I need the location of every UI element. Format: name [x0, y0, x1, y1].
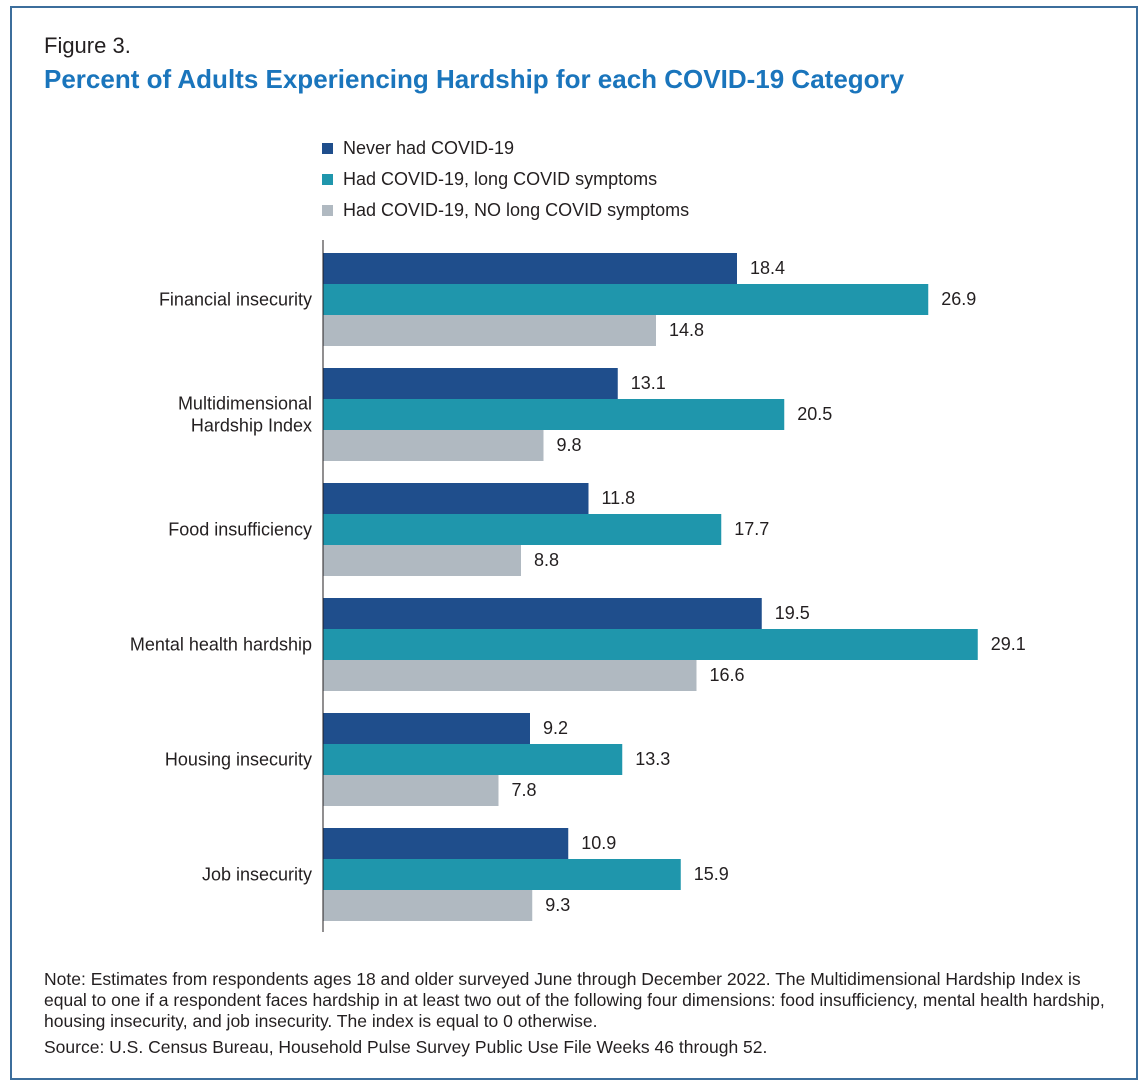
bar: [323, 253, 737, 284]
data-label: 16.6: [710, 665, 745, 685]
bar-chart: Financial insecurity 18.4 26.9 14.8 Multidim…: [130, 240, 1026, 932]
bar: [323, 514, 722, 545]
bar: [323, 598, 762, 629]
legend-swatch-no-long: [322, 205, 333, 216]
data-label: 20.5: [797, 404, 832, 424]
data-label: 29.1: [991, 634, 1026, 654]
legend-swatch-never: [322, 143, 333, 154]
data-label: 26.9: [941, 289, 976, 309]
bar: [323, 713, 530, 744]
bar: [323, 399, 785, 430]
legend-label-no-long: Had COVID-19, NO long COVID symptoms: [343, 200, 690, 220]
category-label: Food insufficiency: [168, 520, 312, 540]
bar: [323, 368, 618, 399]
category-label-line: Food insufficiency: [168, 520, 312, 540]
bar: [323, 315, 656, 346]
category-label-line: Hardship Index: [191, 416, 312, 436]
bar: [323, 483, 589, 514]
data-label: 9.2: [543, 718, 568, 738]
bar: [323, 545, 521, 576]
bar: [323, 775, 499, 806]
bar: [323, 828, 569, 859]
category-label-line: Mental health hardship: [130, 635, 312, 655]
bar: [323, 284, 929, 315]
category-label-line: Job insecurity: [202, 865, 312, 885]
category-label: Financial insecurity: [159, 290, 312, 310]
chart-notes: Note: Estimates from respondents ages 18…: [44, 969, 1124, 1058]
figure-frame: [10, 6, 1138, 1080]
data-label: 7.8: [512, 780, 537, 800]
data-label: 13.3: [635, 749, 670, 769]
bar: [323, 430, 544, 461]
legend-label-long: Had COVID-19, long COVID symptoms: [343, 169, 658, 189]
legend-item-never: Never had COVID-19: [322, 133, 689, 164]
category-label: Job insecurity: [202, 865, 312, 885]
data-label: 13.1: [631, 373, 666, 393]
data-label: 14.8: [669, 320, 704, 340]
category-label-line: Multidimensional: [178, 394, 312, 414]
legend-swatch-long: [322, 174, 333, 185]
bar: [323, 890, 533, 921]
bar: [323, 744, 623, 775]
figure-number: Figure 3.: [44, 33, 131, 58]
data-label: 17.7: [734, 519, 769, 539]
legend-label-never: Never had COVID-19: [343, 138, 515, 158]
data-label: 19.5: [775, 603, 810, 623]
bar: [323, 859, 681, 890]
category-label-line: Housing insecurity: [165, 750, 312, 770]
legend-item-long: Had COVID-19, long COVID symptoms: [322, 164, 689, 195]
note-text: Note: Estimates from respondents ages 18…: [44, 969, 1105, 1031]
data-label: 8.8: [534, 550, 559, 570]
data-label: 18.4: [750, 258, 785, 278]
category-label-line: Financial insecurity: [159, 290, 312, 310]
bar: [323, 660, 697, 691]
chart-title: Percent of Adults Experiencing Hardship …: [44, 64, 905, 94]
data-label: 15.9: [694, 864, 729, 884]
category-label: Multidimensional Hardship Index: [178, 394, 312, 436]
bar: [323, 629, 978, 660]
category-label: Mental health hardship: [130, 635, 312, 655]
category-label: Housing insecurity: [165, 750, 312, 770]
data-label: 11.8: [602, 488, 636, 508]
source-text: Source: U.S. Census Bureau, Household Pu…: [44, 1037, 768, 1057]
chart-legend: Never had COVID-19 Had COVID-19, long CO…: [322, 133, 689, 226]
data-label: 9.8: [557, 435, 582, 455]
data-label: 10.9: [581, 833, 616, 853]
legend-item-no-long: Had COVID-19, NO long COVID symptoms: [322, 195, 689, 226]
data-label: 9.3: [545, 895, 570, 915]
